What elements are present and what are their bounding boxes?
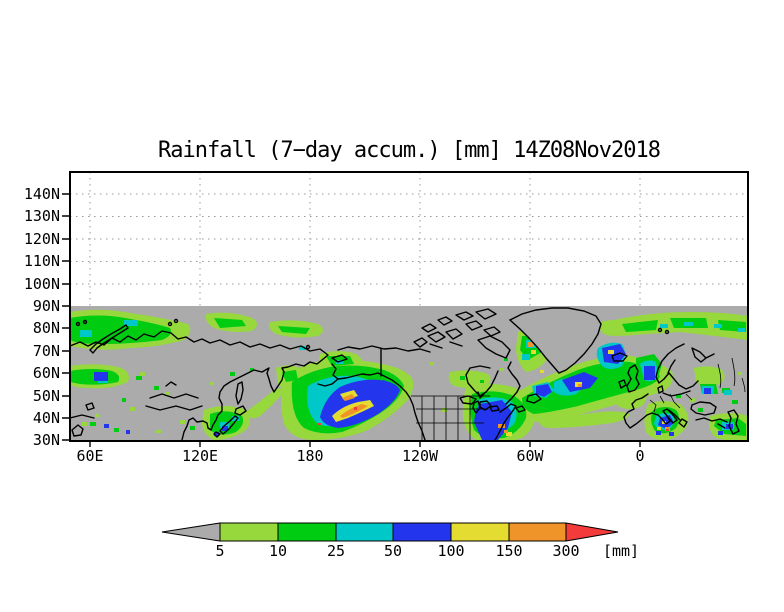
x-axis-label: 0 [635,447,645,465]
y-axis-label: 40N [32,409,60,427]
y-axis-label: 110N [23,252,60,270]
colorbar-units-label: [mm] [602,542,640,560]
colorbar-seg-100 [450,522,510,542]
colorbar-seg-5 [219,522,279,542]
colorbar-seg-10 [277,522,337,542]
y-axis-label: 90N [32,297,60,315]
x-axis-label: 120W [401,447,439,465]
y-axis-label: 30N [32,431,60,449]
y-axis-label: 50N [32,387,60,405]
y-axis-label: 100N [23,275,60,293]
colorbar-tick-label: 150 [495,542,523,560]
colorbar-tick-label: 50 [383,542,403,560]
y-axis-label: 60N [32,364,60,382]
lat-lon-gridlines [70,172,748,306]
x-axis-label: 60E [76,447,104,465]
colorbar-seg-150 [508,522,567,542]
colorbar-tick-label: 100 [437,542,465,560]
colorbar-tick-label: 10 [268,542,288,560]
colorbar-seg-25 [335,522,394,542]
colorbar-tick-label: 25 [326,542,346,560]
y-axis-label: 80N [32,319,60,337]
axis-ticks [62,193,641,447]
rain-level-300mm [318,407,669,431]
map-area [70,306,748,441]
colorbar-seg-50 [392,522,452,542]
x-axis-label: 180 [296,447,324,465]
state-borders [411,357,746,440]
colorbar-arrow-right [565,522,619,542]
colorbar-arrow-left [161,522,221,542]
y-axis-label: 70N [32,342,60,360]
plot-title: Rainfall (7−day accum.) [mm] 14Z08Nov201… [157,138,661,163]
x-axis-label: 120E [181,447,219,465]
coastlines [70,308,740,441]
plot-border [69,171,749,442]
y-axis-label: 130N [23,207,60,225]
x-axis-label: 60W [516,447,544,465]
colorbar-tick-label: 300 [552,542,580,560]
y-axis-label: 140N [23,185,60,203]
y-axis-label: 120N [23,230,60,248]
colorbar [161,522,619,542]
colorbar-tick-label: 5 [215,542,225,560]
greenland-outline [508,307,602,374]
